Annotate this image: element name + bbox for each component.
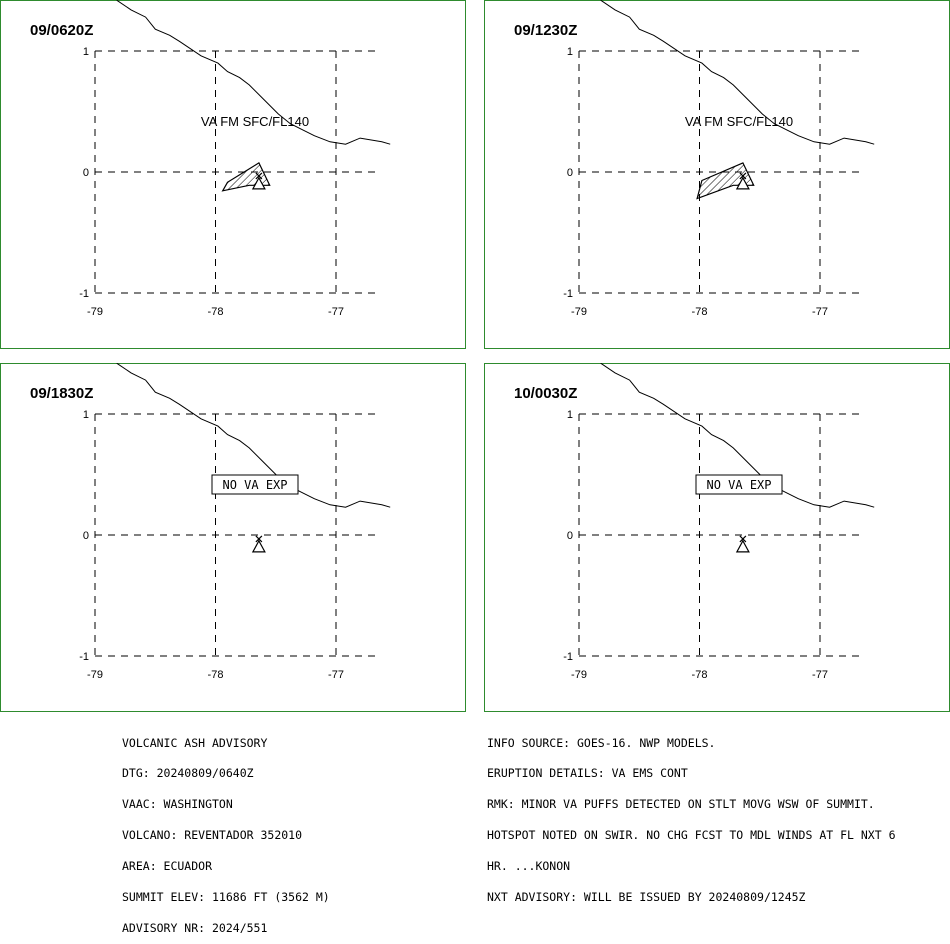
advisory-line: RMK: MINOR VA PUFFS DETECTED ON STLT MOV…	[487, 797, 875, 812]
panel-0030z: -79 -78 -77 1 0 -1 10/0030Z NO VA EXP	[484, 363, 950, 712]
lon-tick-label: -78	[692, 306, 708, 318]
ash-cloud-polygon	[696, 162, 755, 200]
volcano-icon	[251, 172, 266, 190]
panel-1230z: -79 -78 -77 1 0 -1 09/1230Z VA FM SFC/FL140	[484, 0, 950, 349]
lon-tick-label: -77	[812, 669, 828, 681]
valid-time-label: 09/0620Z	[30, 22, 93, 39]
advisory-line: HR. ...KONON	[487, 859, 571, 874]
lon-tick-label: -77	[328, 306, 344, 318]
advisory-line: INFO SOURCE: GOES-16. NWP MODELS.	[487, 735, 716, 750]
advisory-line: VOLCANIC ASH ADVISORY	[122, 735, 268, 750]
lon-tick-label: -78	[208, 669, 224, 681]
coastline	[116, 363, 391, 508]
panel-1830z: -79 -78 -77 1 0 -1 09/1830Z NO VA EXP	[0, 363, 466, 712]
lat-tick-label: 1	[567, 46, 573, 58]
panel-frame	[0, 363, 466, 712]
va-label: VA FM SFC/FL140	[685, 114, 793, 129]
lon-tick-label: -79	[87, 669, 103, 681]
lon-tick-label: -77	[812, 306, 828, 318]
map-svg: -79 -78 -77 1 0 -1 10/0030Z NO VA EXP	[484, 363, 950, 712]
advisory-line: ERUPTION DETAILS: VA EMS CONT	[487, 766, 688, 781]
lat-tick-label: 1	[83, 409, 89, 421]
lon-tick-label: -79	[571, 669, 587, 681]
lon-tick-label: -78	[208, 306, 224, 318]
panel-frame	[484, 363, 950, 712]
advisory-line: ADVISORY NR: 2024/551	[122, 920, 268, 935]
advisory-line: DTG: 20240809/0640Z	[122, 766, 254, 781]
va-label: NO VA EXP	[706, 478, 771, 492]
lat-tick-label: 0	[83, 167, 89, 179]
lat-tick-label: 0	[567, 167, 573, 179]
advisory-right-text: INFO SOURCE: GOES-16. NWP MODELS. ERUPTI…	[487, 717, 896, 913]
coastline	[600, 0, 875, 145]
map-svg: -79 -78 -77 1 0 -1 09/1830Z NO VA EXP	[0, 363, 466, 712]
lat-tick-label: -1	[79, 288, 89, 300]
advisory-line: VAAC: WASHINGTON	[122, 797, 233, 812]
lat-tick-label: 1	[567, 409, 573, 421]
lat-tick-label: 0	[567, 530, 573, 542]
advisory-left-text: VOLCANIC ASH ADVISORY DTG: 20240809/0640…	[122, 717, 330, 944]
lat-tick-label: -1	[563, 288, 573, 300]
va-label-box	[211, 474, 299, 495]
advisory-line: VOLCANO: REVENTADOR 352010	[122, 828, 303, 843]
lat-tick-label: -1	[79, 651, 89, 663]
valid-time-label: 10/0030Z	[514, 385, 577, 402]
advisory-line: SUMMIT ELEV: 11686 FT (3562 M)	[122, 890, 330, 905]
valid-time-label: 09/1230Z	[514, 22, 577, 39]
lon-tick-label: -77	[328, 669, 344, 681]
map-svg: -79 -78 -77 1 0 -1 09/0620Z VA FM SFC/FL140	[0, 0, 466, 349]
volcano-icon	[735, 172, 750, 190]
va-label: VA FM SFC/FL140	[201, 114, 309, 129]
lat-tick-label: 1	[83, 46, 89, 58]
lon-tick-label: -79	[571, 306, 587, 318]
map-svg: -79 -78 -77 1 0 -1 09/1230Z VA FM SFC/FL140	[484, 0, 950, 349]
va-label: NO VA EXP	[222, 478, 287, 492]
panel-0620z: -79 -78 -77 1 0 -1 09/0620Z VA FM SFC/FL140	[0, 0, 466, 349]
coastline	[116, 0, 391, 145]
va-label-box	[695, 474, 783, 495]
advisory-line: HOTSPOT NOTED ON SWIR. NO CHG FCST TO MD…	[487, 828, 896, 843]
volcano-icon	[735, 535, 750, 553]
lon-tick-label: -78	[692, 669, 708, 681]
valid-time-label: 09/1830Z	[30, 385, 93, 402]
volcano-icon	[251, 535, 266, 553]
coastline	[600, 363, 875, 508]
advisory-line: AREA: ECUADOR	[122, 859, 213, 874]
lon-tick-label: -79	[87, 306, 103, 318]
lat-tick-label: -1	[563, 651, 573, 663]
panel-frame	[0, 0, 466, 349]
lat-tick-label: 0	[83, 530, 89, 542]
advisory-line: NXT ADVISORY: WILL BE ISSUED BY 20240809…	[487, 890, 806, 905]
